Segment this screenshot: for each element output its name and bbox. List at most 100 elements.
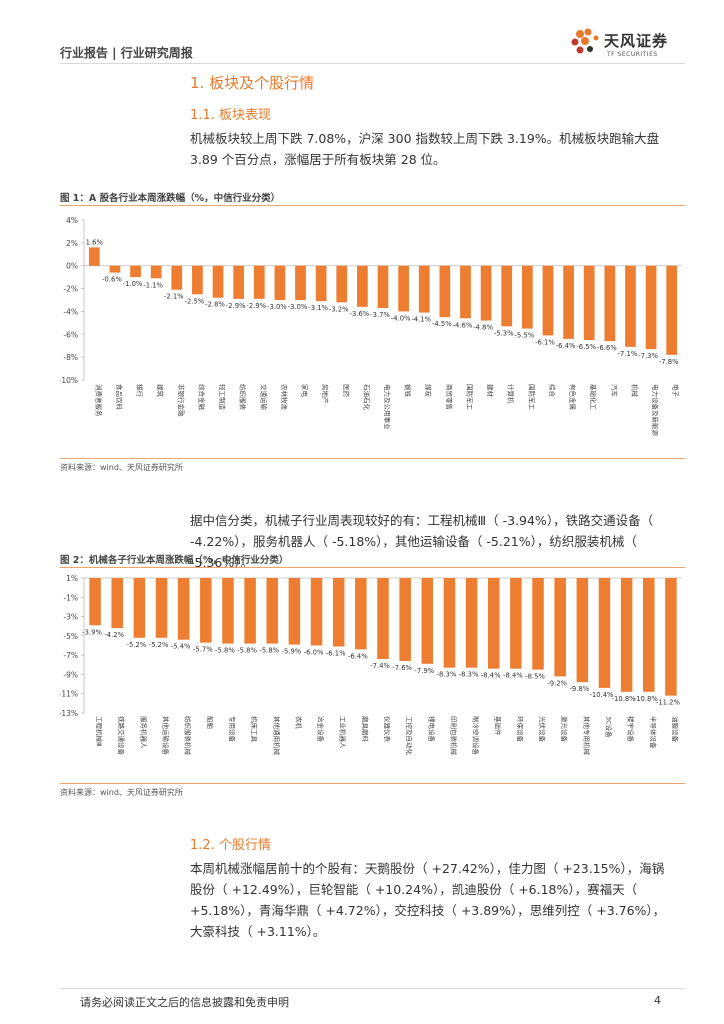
- data-label: -2.5%: [185, 297, 205, 305]
- data-label: -6.1%: [535, 338, 555, 346]
- category-label: 环保设备: [516, 716, 525, 743]
- bar: [88, 247, 100, 266]
- category-label: 建材: [486, 384, 495, 398]
- data-label: -7.9%: [414, 667, 434, 675]
- bar: [421, 578, 434, 664]
- bar: [266, 578, 279, 644]
- category-label: 汽车: [610, 384, 619, 398]
- data-label: -9.8%: [569, 685, 589, 693]
- y-tick-label: -6%: [63, 330, 78, 339]
- subsector-paragraph: 据中信分类，机械子行业周表现较好的有：工程机械Ⅲ（ -3.94%），铁路交通设备…: [190, 513, 654, 570]
- y-tick-label: -4%: [63, 307, 78, 316]
- subsection-title-stocks: 1.2. 个股行情: [190, 838, 271, 853]
- data-label: -3.9%: [82, 628, 102, 636]
- data-label: -7.3%: [638, 352, 658, 360]
- category-label: 钢铁: [404, 384, 413, 398]
- category-label: 其他通用机械: [272, 716, 281, 756]
- bar: [542, 265, 554, 336]
- data-label: -4.8%: [473, 324, 493, 332]
- data-label: -8.4%: [481, 672, 501, 680]
- data-label: -6.4%: [556, 342, 576, 350]
- y-tick-label: -5%: [63, 632, 78, 641]
- data-label: -3.0%: [267, 303, 287, 311]
- data-label: -1.1%: [143, 281, 163, 289]
- figure1-source: 资料来源：wind、天风证券研究所: [60, 463, 183, 472]
- category-label: 农机: [294, 716, 303, 730]
- data-label: -2.1%: [164, 293, 184, 301]
- data-label: -6.0%: [304, 649, 324, 657]
- category-label: 机床工具: [250, 716, 259, 743]
- category-label: 锂电设备: [427, 716, 436, 743]
- bar: [212, 265, 224, 298]
- bar: [460, 265, 471, 319]
- section-paragraph: 机械板块较上周下跌 7.08%，沪深 300 指数较上周下跌 3.19%。机械板…: [190, 131, 660, 167]
- category-label: 消费者服务: [94, 384, 103, 417]
- bar: [418, 265, 430, 313]
- bar: [109, 265, 121, 273]
- category-label: 煤炭: [424, 384, 433, 398]
- data-label: -6.5%: [576, 343, 596, 351]
- tf-logo-icon: [571, 28, 599, 54]
- logo-text: 天风证券: [604, 32, 669, 50]
- data-label: -0.6%: [102, 276, 122, 284]
- data-label: -7.8%: [659, 358, 679, 366]
- bar: [310, 578, 323, 646]
- section-title: 1. 板块及个股行情: [190, 74, 315, 92]
- bar: [532, 578, 544, 670]
- category-label: 电子: [672, 384, 681, 398]
- category-label: 商贸零售: [445, 384, 454, 410]
- report-type-label: 行业报告 | 行业研究周报: [60, 46, 193, 60]
- y-tick-label: -8%: [63, 353, 78, 362]
- bar: [357, 265, 368, 307]
- category-label: 家电: [301, 384, 310, 398]
- bar: [244, 578, 256, 644]
- category-label: 仪器仪表: [383, 716, 392, 743]
- data-label: -9.2%: [547, 679, 567, 687]
- header-divider: [60, 63, 685, 64]
- bar: [583, 265, 595, 340]
- bar: [398, 265, 409, 312]
- y-tick-label: -3%: [63, 613, 78, 622]
- bar: [222, 578, 234, 644]
- category-label: 光伏设备: [538, 716, 547, 743]
- bar: [666, 265, 678, 355]
- category-label: 电力设备及新能源: [651, 384, 660, 437]
- footer-divider: [60, 988, 685, 989]
- bar: [576, 578, 589, 683]
- figure1-bottom-rule: [60, 458, 685, 459]
- bar: [465, 578, 478, 668]
- y-tick-label: -11%: [60, 690, 78, 699]
- bar: [510, 578, 522, 669]
- category-label: 3C设备: [604, 716, 613, 738]
- data-label: -7.6%: [392, 664, 412, 672]
- data-label: -1.0%: [123, 280, 143, 288]
- category-label: 工程机械Ⅲ: [95, 716, 104, 746]
- category-label: 食品饮料: [115, 384, 124, 411]
- bar: [150, 265, 162, 279]
- data-label: -10.8%: [612, 695, 637, 703]
- category-label: 交通运输: [259, 384, 268, 411]
- category-label: 电力及公用事业: [383, 384, 392, 430]
- category-label: 非银行金融: [177, 384, 186, 417]
- bar: [604, 265, 616, 342]
- category-label: 基础件: [494, 716, 503, 736]
- data-label: -5.8%: [259, 647, 279, 655]
- bar: [625, 265, 636, 347]
- bar: [315, 265, 327, 302]
- bar: [233, 265, 245, 299]
- data-label: -5.8%: [237, 647, 257, 655]
- bar: [155, 578, 168, 638]
- data-label: -5.9%: [282, 648, 302, 656]
- data-label: -3.6%: [350, 310, 370, 318]
- category-label: 半导体设备: [649, 716, 658, 749]
- data-label: -5.4%: [171, 643, 191, 651]
- category-label: 轻工制造: [218, 384, 227, 411]
- category-label: 国防军工: [465, 384, 474, 411]
- category-label: 专用设备: [228, 716, 237, 743]
- logo-subtext: TF SECURITIES: [607, 51, 658, 58]
- bar: [332, 578, 345, 647]
- data-label: -6.4%: [348, 652, 368, 660]
- category-label: 印刷包装机械: [449, 716, 458, 756]
- data-label: -5.7%: [193, 646, 213, 654]
- category-label: 房地产: [321, 384, 330, 404]
